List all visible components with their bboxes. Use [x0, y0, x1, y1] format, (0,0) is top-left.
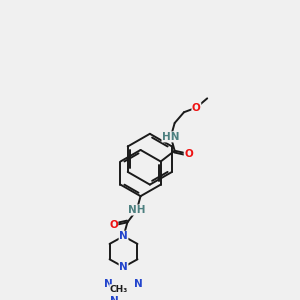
Text: N: N [110, 296, 119, 300]
Text: O: O [109, 220, 118, 230]
Text: O: O [184, 149, 193, 159]
Text: O: O [192, 103, 201, 112]
Text: N: N [119, 231, 128, 241]
Text: HN: HN [162, 132, 179, 142]
Text: N: N [104, 279, 113, 289]
Text: CH₃: CH₃ [110, 285, 128, 294]
Text: N: N [134, 279, 142, 289]
Text: NH: NH [128, 205, 146, 215]
Text: N: N [119, 262, 128, 272]
